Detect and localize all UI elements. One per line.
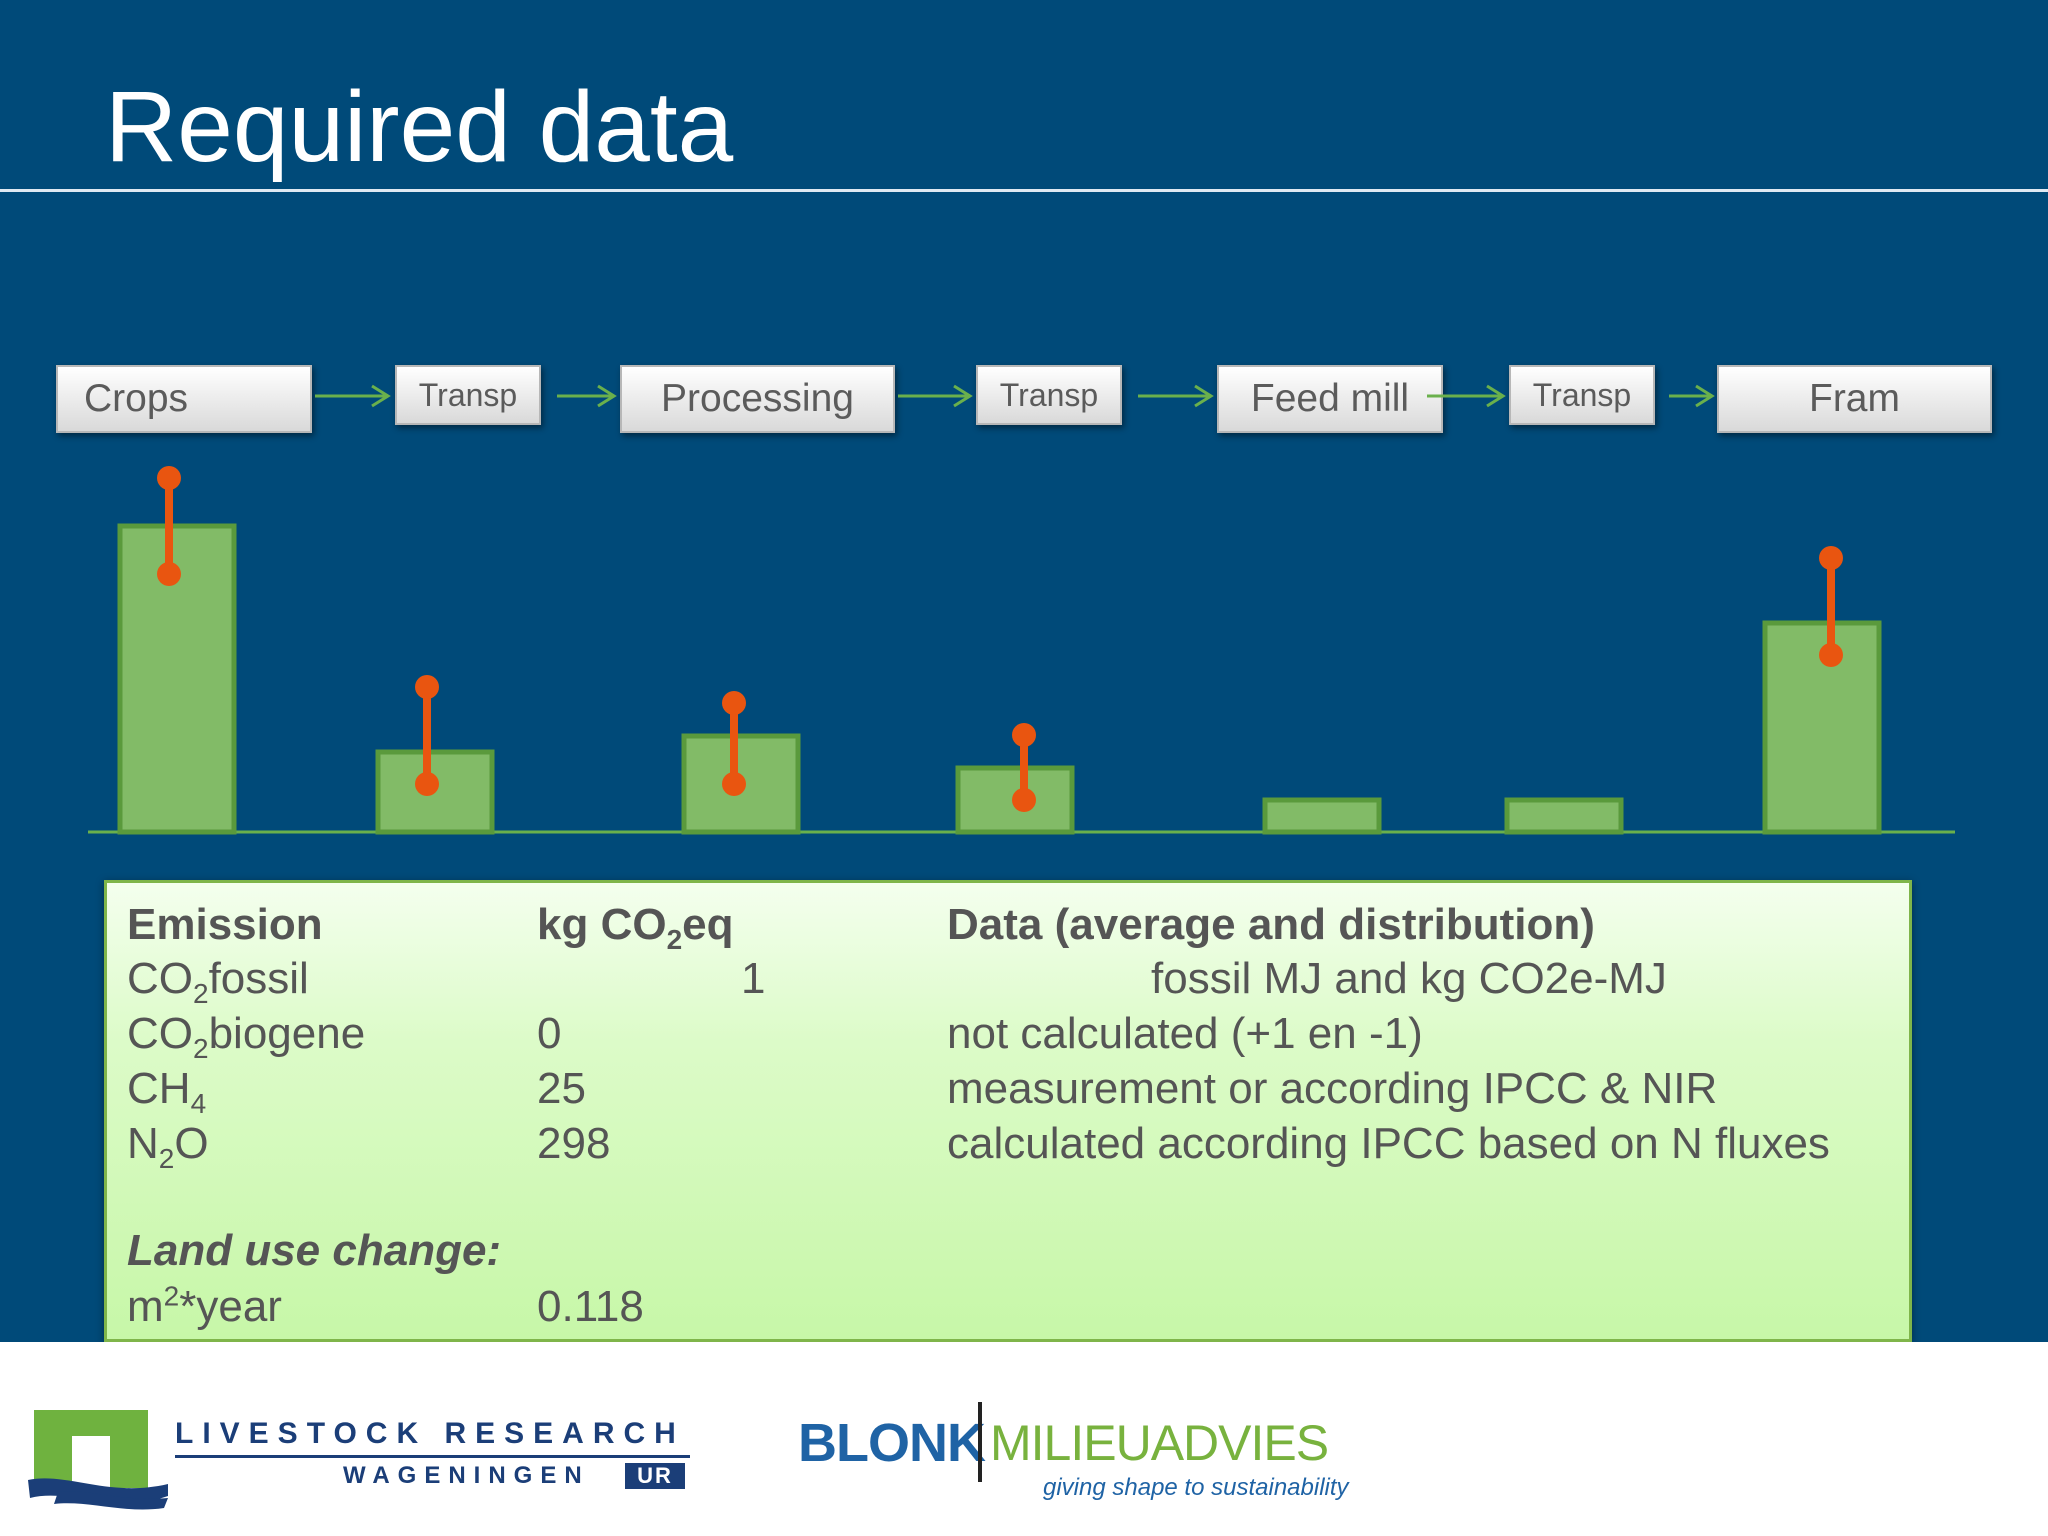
slide-title: Required data — [105, 71, 734, 183]
blonk-tagline: giving shape to sustainability — [1043, 1474, 1349, 1501]
chain-label: Processing — [661, 377, 854, 420]
row-emission: CO2biogene — [127, 1009, 366, 1064]
row-data: calculated according IPCC based on N flu… — [947, 1119, 1830, 1168]
row-value: 298 — [537, 1119, 611, 1168]
whisker-transp-1 — [415, 675, 439, 796]
row-data: not calculated (+1 en -1) — [947, 1009, 1423, 1058]
chain-label: Fram — [1809, 377, 1900, 420]
arrow-right-icon — [1138, 384, 1214, 408]
chain-label: Transp — [418, 376, 518, 413]
chain-box-crops: Crops — [56, 365, 312, 433]
row-data: fossil MJ and kg CO2e-MJ — [1151, 954, 1667, 1003]
bar-feed-mill — [1262, 797, 1382, 835]
whisker-transp-2 — [1012, 723, 1036, 812]
row-data: measurement or according IPCC & NIR — [947, 1064, 1718, 1113]
chain-label: Transp — [999, 376, 1099, 413]
chain-box-transp-2: Transp — [976, 365, 1122, 425]
arrow-right-icon — [315, 384, 391, 408]
whisker-crops — [157, 466, 181, 586]
row-emission: CH4 — [127, 1064, 207, 1119]
chain-arrows — [315, 384, 1715, 408]
row-value: 0 — [537, 1009, 562, 1058]
whisker-processing — [722, 691, 746, 796]
chain-label: Transp — [1532, 376, 1632, 413]
wageningen-wordmark: WAGENINGEN — [343, 1462, 590, 1489]
chain-label: Crops — [84, 377, 189, 420]
whiskers — [157, 466, 1843, 812]
footer — [0, 1342, 2048, 1536]
chain-label: Feed mill — [1250, 377, 1410, 420]
livestock-divider — [175, 1455, 690, 1458]
whisker-fram — [1819, 546, 1843, 667]
chain-box-transp-3: Transp — [1509, 365, 1655, 425]
row-emission: CO2fossil — [127, 954, 309, 1009]
chain-diagram — [88, 384, 1955, 835]
livestock-research-logo-icon — [28, 1410, 168, 1510]
bar-transp-3 — [1504, 797, 1624, 835]
land-use-heading: Land use change: — [127, 1226, 502, 1275]
emission-table-panel: Emission kg CO2eq Data (average and dist… — [104, 880, 1912, 1342]
chain-box-feed-mill: Feed mill — [1217, 365, 1443, 433]
arrow-right-icon — [898, 384, 973, 408]
chain-box-fram: Fram — [1717, 365, 1992, 433]
row-emission: N2O — [127, 1119, 209, 1174]
bars — [117, 523, 1882, 835]
land-use-unit: m2*year — [127, 1280, 282, 1331]
arrow-right-icon — [1427, 384, 1506, 408]
livestock-research-wordmark: LIVESTOCK RESEARCH — [175, 1417, 685, 1450]
arrow-right-icon — [1669, 384, 1715, 408]
blonk-wordmark: BLONK — [798, 1413, 986, 1473]
arrow-right-icon — [557, 384, 617, 408]
row-value: 1 — [741, 954, 766, 1003]
title-divider — [0, 189, 2048, 192]
header-data: Data (average and distribution) — [947, 900, 1595, 949]
blonk-divider — [978, 1402, 982, 1482]
milieuadvies-wordmark: MILIEUADVIES — [990, 1415, 1329, 1471]
land-use-value: 0.118 — [537, 1282, 644, 1331]
header-kg-co2eq: kg CO2eq — [537, 900, 734, 955]
slide: Required data Crops Transp Processing Tr… — [0, 0, 2048, 1342]
header-emission: Emission — [127, 900, 323, 949]
chain-box-processing: Processing — [620, 365, 895, 433]
row-value: 25 — [537, 1064, 586, 1113]
ur-badge: UR — [625, 1463, 685, 1489]
chain-box-transp-1: Transp — [395, 365, 541, 425]
